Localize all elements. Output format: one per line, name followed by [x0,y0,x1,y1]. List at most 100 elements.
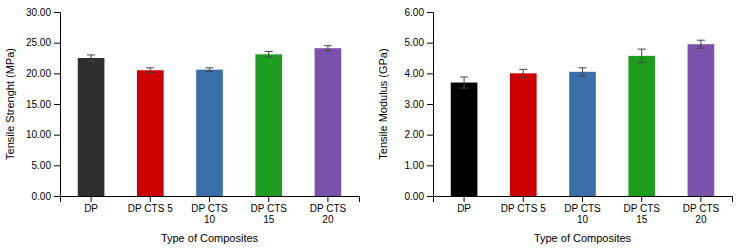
x-axis: DPDP CTS 5DP CTS10DP CTS15DP CTS20 [434,196,733,225]
axis-line [61,197,360,203]
tick-label-line: 15 [636,214,648,225]
tick-label: DP CTS 5 [501,203,546,214]
y-tick: 15.00 [26,99,60,110]
x-tick: DP CTS 5 [128,196,173,214]
error-cap [579,67,587,68]
tick-mark [327,196,328,202]
bar [315,48,342,196]
tick-label-line: DP CTS 5 [501,203,546,214]
bar [196,70,223,196]
tick-mark [427,43,433,44]
y-tick: 0.00 [405,191,433,202]
x-axis-title: Type of Composites [161,232,259,244]
bar [137,70,164,196]
tick-label: DP CTS20 [310,203,347,225]
plot-area [451,40,714,196]
x-tick: DP CTS15 [250,196,287,225]
y-tick: 4.00 [405,68,433,79]
tick-mark [54,43,60,44]
x-tick: DP CTS15 [623,196,660,225]
y-tick: 5.00 [405,37,433,48]
error-cap [324,45,332,46]
error-stem [209,68,210,72]
error-cap [265,57,273,58]
bar [451,83,478,196]
tick-mark [91,196,92,202]
error-stem [582,68,583,76]
tick-mark [54,196,60,197]
error-stem [700,40,701,48]
error-stem [268,52,269,58]
tick-label: DP CTS15 [623,203,660,225]
error-bar [324,46,332,51]
error-cap [638,49,646,50]
panel: 0.00 1.00 2.00 3.00 4.00 5.00 6.00 DP DP CTS 5 DP… [377,7,733,244]
tick-label: 30.00 [26,7,51,18]
tick-label: DP CTS 5 [128,203,173,214]
tick-label-line: DP CTS [564,203,601,214]
tick-label-line: DP [457,203,471,214]
tick-label: 2.00 [405,129,425,140]
tick-mark [54,104,60,105]
tick-mark [427,196,433,197]
tick-label: 15.00 [26,99,51,110]
error-cap [206,71,214,72]
tick-label-line: DP CTS [250,203,287,214]
error-stem [91,55,92,61]
tick-label: 5.00 [405,37,425,48]
x-axis: DPDP CTS 5DP CTS10DP CTS15DP CTS20 [61,196,360,225]
error-cap [87,61,95,62]
axis-line [427,13,434,197]
y-axis-title: Tensile Strenght (MPa) [4,48,16,160]
error-stem [464,77,465,88]
bar [255,54,282,196]
error-cap [697,40,705,41]
x-axis-title: Type of Composites [534,232,632,244]
y-tick: 3.00 [405,99,433,110]
error-bar [206,68,214,72]
bar [78,58,105,196]
tick-label: 10.00 [26,129,51,140]
error-bar [579,68,587,76]
y-tick: 2.00 [405,129,433,140]
y-tick: 20.00 [26,68,60,79]
y-axis: 0.00 1.00 2.00 3.00 4.00 5.00 6.00 [405,7,434,202]
tick-mark [150,196,151,202]
y-tick: 1.00 [405,160,433,171]
error-bar [265,52,273,58]
tick-mark [54,165,60,166]
tick-label: DP [84,203,98,214]
error-stem [327,46,328,51]
tick-label: 5.00 [32,160,52,171]
tick-mark [209,196,210,202]
panel: 0.00 5.00 10.00 15.00 20.00 25.00 30.00 DP DP CT… [4,7,360,244]
tick-mark [427,104,433,105]
error-stem [523,69,524,77]
tick-mark [268,196,269,202]
tick-mark [427,165,433,166]
tick-label-line: DP CTS 5 [128,203,173,214]
y-tick: 10.00 [26,129,60,140]
error-cap [460,77,468,78]
error-cap [146,72,154,73]
error-cap [87,54,95,55]
y-tick: 6.00 [405,7,433,18]
tick-mark [582,196,583,202]
error-cap [697,48,705,49]
y-tick: 0.00 [32,191,60,202]
error-cap [519,69,527,70]
error-bar [460,77,468,88]
tick-label-line: 10 [204,214,216,225]
tick-mark [427,12,433,13]
tick-label: 6.00 [405,7,425,18]
tick-mark [523,196,524,202]
y-axis-title: Tensile Modulus (GPa) [377,48,389,159]
tick-label: 25.00 [26,37,51,48]
tick-label-line: DP CTS [683,203,720,214]
tick-label: DP CTS15 [250,203,287,225]
axis-line [54,13,61,197]
plot-area [78,46,341,196]
tick-label-line: DP CTS [310,203,347,214]
tick-label: DP CTS10 [191,203,228,225]
tick-mark [427,73,433,74]
